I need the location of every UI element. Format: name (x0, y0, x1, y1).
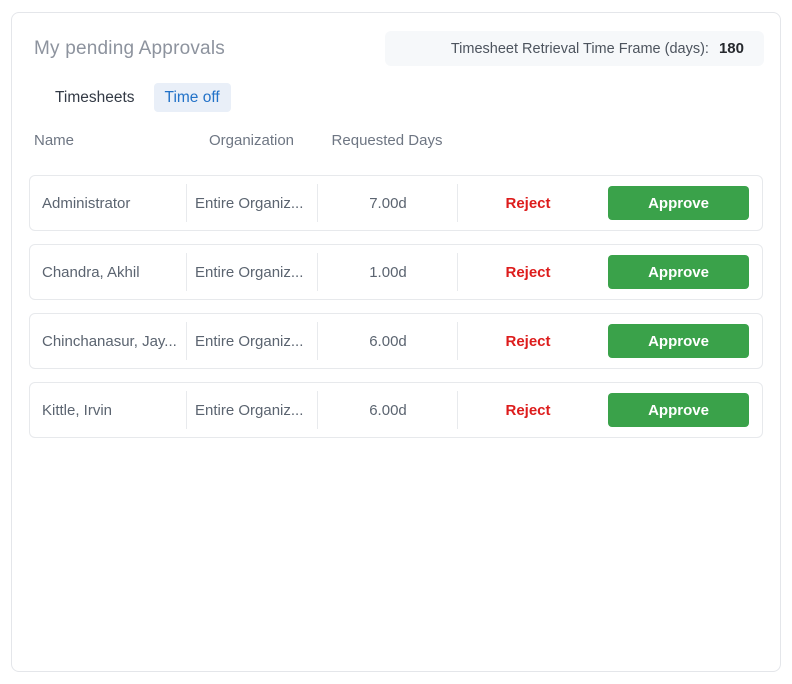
requested-days-value: 7.00d (318, 176, 458, 230)
organization-name: Entire Organiz... (187, 176, 318, 230)
approve-button[interactable]: Approve (608, 324, 749, 358)
requested-days-value: 6.00d (318, 314, 458, 368)
employee-name: Chandra, Akhil (30, 245, 187, 299)
column-header-organization: Organization (208, 132, 295, 149)
organization-name: Entire Organiz... (187, 314, 318, 368)
column-header-name: Name (34, 132, 75, 149)
approve-button[interactable]: Approve (608, 255, 749, 289)
requested-days-value: 1.00d (318, 245, 458, 299)
table-header: Name Organization Requested Days (29, 132, 763, 149)
employee-name: Kittle, Irvin (30, 383, 187, 437)
approvals-tabs: Timesheets Time off (45, 83, 780, 112)
approval-row: Kittle, Irvin Entire Organiz... 6.00d Re… (29, 382, 763, 438)
column-header-requested-days: Requested Days (331, 132, 443, 149)
tab-timesheets[interactable]: Timesheets (55, 89, 135, 106)
retrieval-timeframe-label: Timesheet Retrieval Time Frame (days): (450, 40, 709, 57)
approval-row: Chandra, Akhil Entire Organiz... 1.00d R… (29, 244, 763, 300)
column-header-spacer (457, 132, 597, 149)
organization-name: Entire Organiz... (187, 383, 318, 437)
reject-button[interactable]: Reject (505, 194, 551, 212)
employee-name: Chinchanasur, Jay... (30, 314, 187, 368)
column-header-spacer (597, 132, 763, 149)
approve-button[interactable]: Approve (608, 186, 749, 220)
approve-button[interactable]: Approve (608, 393, 749, 427)
card-header: My pending Approvals Timesheet Retrieval… (12, 13, 780, 66)
approval-row: Chinchanasur, Jay... Entire Organiz... 6… (29, 313, 763, 369)
page-title: My pending Approvals (34, 38, 225, 59)
reject-button[interactable]: Reject (505, 263, 551, 281)
tab-time-off[interactable]: Time off (153, 83, 231, 112)
reject-button[interactable]: Reject (505, 332, 551, 350)
approval-rows-list: Administrator Entire Organiz... 7.00d Re… (29, 175, 763, 438)
requested-days-value: 6.00d (318, 383, 458, 437)
timesheet-retrieval-timeframe-bar: Timesheet Retrieval Time Frame (days): 1… (385, 31, 764, 66)
employee-name: Administrator (30, 176, 187, 230)
organization-name: Entire Organiz... (187, 245, 318, 299)
retrieval-timeframe-value: 180 (718, 40, 744, 57)
pending-approvals-card: My pending Approvals Timesheet Retrieval… (11, 12, 781, 672)
approval-row: Administrator Entire Organiz... 7.00d Re… (29, 175, 763, 231)
reject-button[interactable]: Reject (505, 401, 551, 419)
